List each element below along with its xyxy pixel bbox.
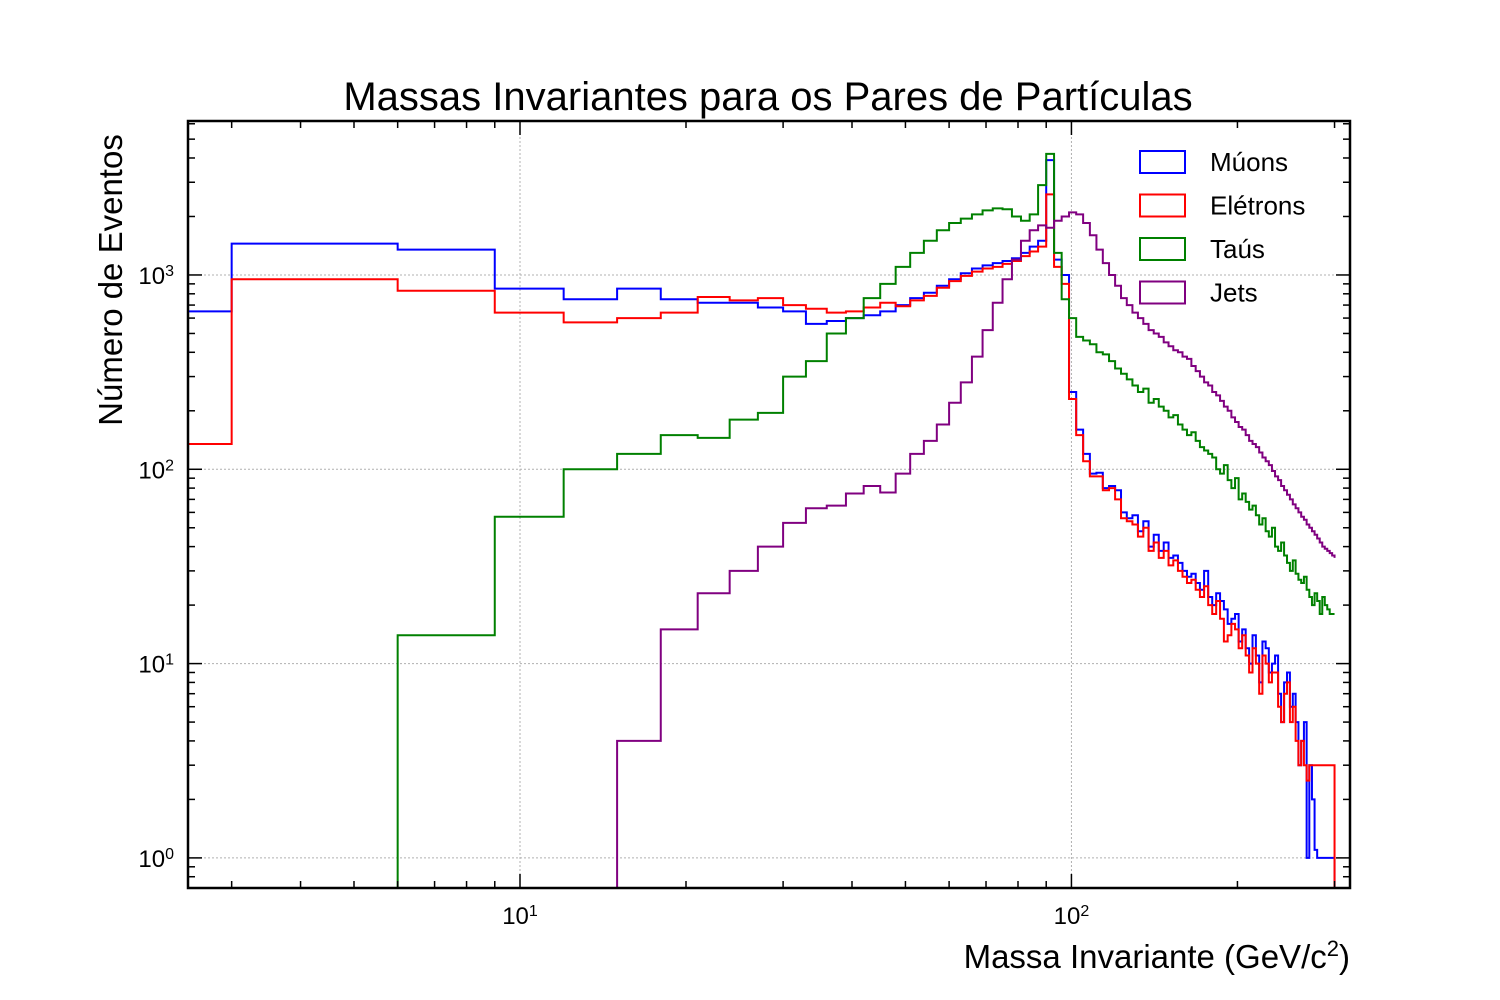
legend-swatch xyxy=(1139,193,1186,218)
x-axis-label: Massa Invariante (GeV/c2) xyxy=(964,936,1350,976)
legend-label: Jets xyxy=(1210,278,1258,308)
chart-title: Massas Invariantes para os Pares de Part… xyxy=(343,75,1192,119)
legend-swatch xyxy=(1139,237,1186,261)
y-tick-label: 100 xyxy=(138,845,174,873)
legend-label: Taús xyxy=(1210,234,1265,264)
series-1-step-line xyxy=(188,159,1336,888)
axis-ticks xyxy=(188,121,1350,889)
x-tick-label: 101 xyxy=(502,903,538,931)
series-4-step-line xyxy=(616,211,1336,888)
y-axis-label: Número de Eventos xyxy=(92,134,129,426)
legend-label: Múons xyxy=(1210,147,1288,177)
x-tick-label: 102 xyxy=(1054,903,1090,931)
legend: Múons Elétrons Taús Jets xyxy=(1139,147,1305,308)
y-tick-label: 103 xyxy=(138,262,174,290)
y-tick-label: 102 xyxy=(138,457,174,485)
tick-labels: 101 102 100 101 102 103 xyxy=(138,262,1089,930)
legend-label: Elétrons xyxy=(1210,191,1305,221)
legend-swatch xyxy=(1139,280,1186,305)
grid xyxy=(188,121,1350,888)
series-2-step-line xyxy=(188,193,1336,888)
plot-frame xyxy=(186,119,1352,890)
series-layer xyxy=(188,152,1336,888)
y-tick-label: 101 xyxy=(138,651,174,679)
legend-swatch xyxy=(1139,150,1186,174)
series-3-step-line xyxy=(396,152,1335,888)
